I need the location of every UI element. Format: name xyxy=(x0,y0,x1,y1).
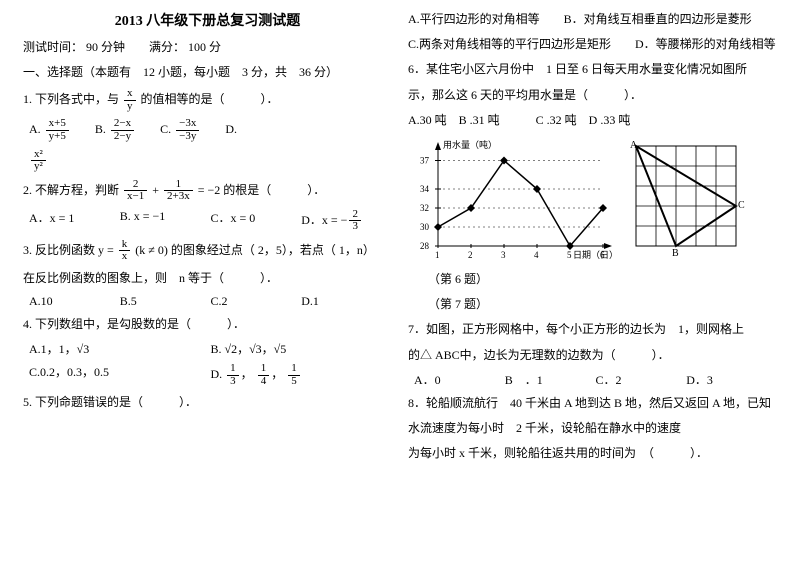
left-column: 2013 八年级下册总复习测试题 测试时间： 90 分钟 满分： 100 分 一… xyxy=(15,10,400,556)
q5-opts-2: C.两条对角线相等的平行四边形是矩形 D．等腰梯形的对角线相等 xyxy=(408,35,777,54)
svg-text:37: 37 xyxy=(420,155,430,165)
q8-l3: 为每小时 x 千米，则轮船往返共用的时间为 （ ）． xyxy=(408,444,777,463)
q4-B: B. √2，√3，√5 xyxy=(211,340,393,357)
q7-B: B ．1 xyxy=(505,371,596,388)
q6-l1: 6．某住宅小区六月份中 1 日至 6 日每天用水量变化情况如图所 xyxy=(408,60,777,79)
svg-text:5: 5 xyxy=(567,250,572,260)
q7-l2: 的△ ABC中，边长为无理数的边数为（ ）． xyxy=(408,346,777,365)
q6-l2: 示，那么这 6 天的平均用水量是（ ）． xyxy=(408,86,777,105)
q1-optB: 2−x2−y xyxy=(111,118,134,142)
q8-l1: 8．轮船顺流航行 40 千米由 A 地到达 B 地，然后又返回 A 地，已知 xyxy=(408,394,777,413)
triangle-grid-figure: A B C xyxy=(626,136,746,256)
q2-stem: 2. 不解方程，判断 2x−1 + 12+3x = −2 的根是（ ）． xyxy=(23,179,392,203)
q4-stem: 4. 下列数组中，是勾股数的是（ ）． xyxy=(23,315,392,334)
tri-label-C: C xyxy=(738,200,745,211)
q3-options: A.10 B.5 C.2 D.1 xyxy=(23,294,392,309)
q4-C: C.0.2，0.3，0.5 xyxy=(29,363,211,387)
right-column: A.平行四边形的对角相等 B．对角线互相垂直的四边形是菱形 C.两条对角线相等的… xyxy=(400,10,785,556)
q3-D: D.1 xyxy=(301,294,392,309)
q2-C: C．x = 0 xyxy=(211,209,302,233)
q4-D: D. 13， 14， 15 xyxy=(211,363,393,387)
q1-optD: x²y² xyxy=(31,149,46,173)
usage-line-chart: 2830323437 123456 用水量（吨） 日期（日） xyxy=(408,136,618,266)
svg-text:1: 1 xyxy=(435,250,440,260)
q2-frac2: 12+3x xyxy=(164,179,193,203)
q2-options: A．x = 1 B. x = −1 C．x = 0 D．x = −23 xyxy=(23,209,392,233)
q8-l2: 水流速度为每小时 2 千米，设轮船在静水中的速度 xyxy=(408,419,777,438)
q7-options: A．0 B ．1 C．2 D．3 xyxy=(408,371,777,388)
q3-frac: kx xyxy=(119,239,131,263)
q1-options-row1: A. x+5y+5 B. 2−x2−y C. −3x−3y D. xyxy=(23,118,392,142)
q4-options-row2: C.0.2，0.3，0.5 D. 13， 14， 15 xyxy=(23,363,392,387)
q2-A: A．x = 1 xyxy=(29,209,120,233)
q4-options-row1: A.1，1，√3 B. √2，√3，√5 xyxy=(23,340,392,357)
q5-opts-1: A.平行四边形的对角相等 B．对角线互相垂直的四边形是菱形 xyxy=(408,10,777,29)
cap6: （第 6 题） xyxy=(408,270,777,289)
svg-text:32: 32 xyxy=(420,203,429,213)
svg-text:4: 4 xyxy=(534,250,539,260)
q2-D: D．x = −23 xyxy=(301,209,392,233)
doc-title: 2013 八年级下册总复习测试题 xyxy=(23,10,392,30)
q3-A: A.10 xyxy=(29,294,120,309)
q7-A: A．0 xyxy=(414,371,505,388)
q7-D: D．3 xyxy=(686,371,777,388)
q1-stem: 1. 下列各式中，与 x y 的值相等的是（ ）． xyxy=(23,88,392,112)
q7-l1: 7．如图，正方形网格中，每个小正方形的边长为 1，则网格上 xyxy=(408,320,777,339)
svg-text:3: 3 xyxy=(501,250,506,260)
q3-C: C.2 xyxy=(211,294,302,309)
q1-frac: x y xyxy=(124,88,136,112)
q1-optA: x+5y+5 xyxy=(46,118,69,142)
q3-B: B.5 xyxy=(120,294,211,309)
q2-B: B. x = −1 xyxy=(120,209,211,233)
cap7: （第 7 题） xyxy=(408,295,777,314)
svg-text:34: 34 xyxy=(420,184,430,194)
q1-optC: −3x−3y xyxy=(176,118,199,142)
q1-stem-a: 1. 下列各式中，与 xyxy=(23,92,122,106)
q4-A: A.1，1，√3 xyxy=(29,340,211,357)
figures-row: 2830323437 123456 用水量（吨） 日期（日） A B C xyxy=(408,136,777,266)
chart-xlabel: 日期（日） xyxy=(573,250,618,260)
q7-C: C．2 xyxy=(596,371,687,388)
chart-ylabel: 用水量（吨） xyxy=(443,139,497,150)
q6-opts: A.30 吨 B .31 吨 C .32 吨 D .33 吨 xyxy=(408,111,777,130)
svg-text:2: 2 xyxy=(468,250,473,260)
q3-stem: 3. 反比例函数 y = kx (k ≠ 0) 的图象经过点（ 2，5），若点（… xyxy=(23,239,392,263)
svg-text:30: 30 xyxy=(420,222,430,232)
q1-optD-row: x²y² xyxy=(23,149,392,173)
q3-line2: 在反比例函数的图象上，则 n 等于（ ）． xyxy=(23,269,392,288)
q1-stem-b: 的值相等的是（ ）． xyxy=(141,92,279,106)
section-heading: 一、选择题（本题有 12 小题，每小题 3 分，共 36 分） xyxy=(23,63,392,82)
q5-stem: 5. 下列命题错误的是（ ）． xyxy=(23,393,392,412)
tri-label-A: A xyxy=(630,140,638,151)
q2-frac1: 2x−1 xyxy=(124,179,147,203)
meta-line: 测试时间： 90 分钟 满分： 100 分 xyxy=(23,38,392,57)
tri-label-B: B xyxy=(672,248,679,256)
svg-text:28: 28 xyxy=(420,241,430,251)
